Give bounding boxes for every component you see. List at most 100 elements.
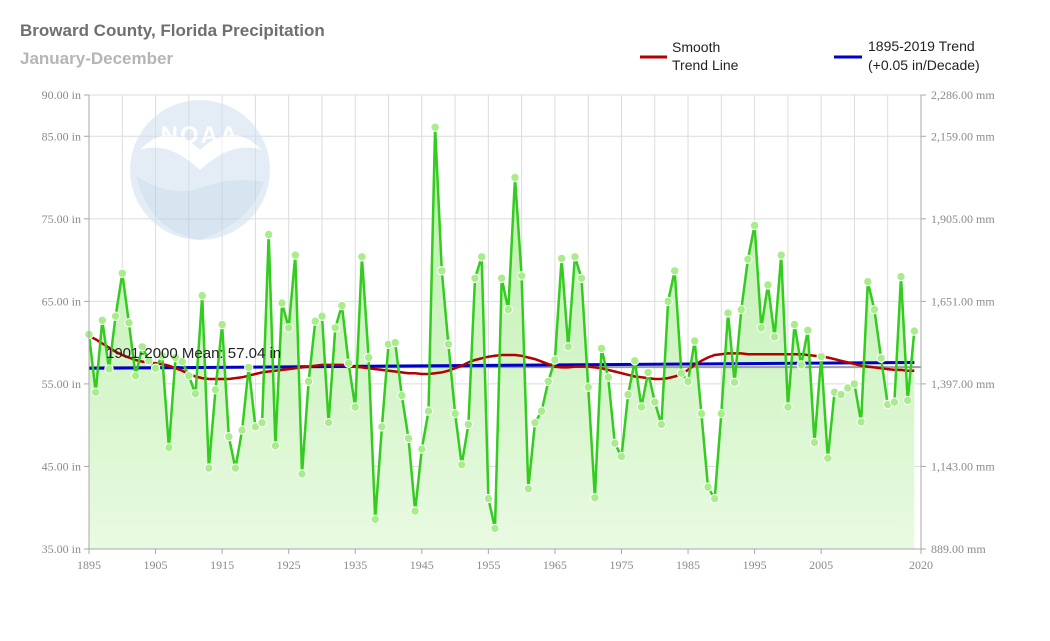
data-point-1938[interactable] — [370, 514, 380, 524]
data-point-1918[interactable] — [237, 425, 247, 435]
data-point-1976[interactable] — [623, 389, 633, 400]
data-point-2004[interactable] — [809, 437, 820, 448]
data-point-1967[interactable] — [563, 342, 573, 352]
data-point-1907[interactable] — [164, 442, 174, 453]
data-point-1974[interactable] — [610, 438, 620, 448]
data-point-1919[interactable] — [244, 362, 254, 373]
data-point-1972[interactable] — [596, 343, 607, 354]
data-point-1964[interactable] — [543, 376, 553, 387]
data-point-1912[interactable] — [197, 290, 207, 301]
data-point-1998[interactable] — [769, 332, 780, 342]
data-point-2008[interactable] — [836, 389, 846, 400]
data-point-1922[interactable] — [264, 229, 274, 240]
data-point-1990[interactable] — [716, 408, 726, 419]
data-point-1977[interactable] — [630, 356, 640, 366]
data-point-2011[interactable] — [856, 417, 866, 427]
data-point-1981[interactable] — [656, 419, 667, 430]
data-point-1991[interactable] — [723, 308, 733, 318]
data-point-1926[interactable] — [290, 250, 300, 260]
data-point-1900[interactable] — [117, 268, 128, 278]
data-point-2016[interactable] — [889, 397, 900, 407]
data-point-1951[interactable] — [457, 460, 467, 470]
data-point-1929[interactable] — [310, 316, 320, 326]
data-point-1978[interactable] — [636, 402, 647, 412]
data-point-1985[interactable] — [683, 376, 693, 387]
data-point-1957[interactable] — [497, 273, 507, 283]
data-point-1983[interactable] — [670, 266, 680, 276]
data-point-1936[interactable] — [357, 252, 367, 262]
data-point-2001[interactable] — [789, 319, 800, 330]
data-point-1903[interactable] — [137, 342, 147, 352]
data-point-1932[interactable] — [330, 323, 340, 333]
data-point-2009[interactable] — [843, 383, 853, 393]
data-point-1898[interactable] — [104, 364, 114, 374]
data-point-1943[interactable] — [403, 433, 414, 444]
data-point-2010[interactable] — [849, 379, 860, 389]
data-point-1969[interactable] — [576, 273, 587, 283]
data-point-1930[interactable] — [317, 311, 327, 321]
data-point-1989[interactable] — [710, 493, 720, 504]
data-point-2005[interactable] — [816, 352, 826, 362]
data-point-1923[interactable] — [270, 441, 281, 451]
data-point-1945[interactable] — [417, 444, 427, 454]
data-point-1935[interactable] — [350, 402, 360, 412]
data-point-1941[interactable] — [390, 337, 400, 348]
data-point-1995[interactable] — [749, 220, 760, 231]
data-point-1955[interactable] — [483, 493, 494, 504]
data-point-1911[interactable] — [190, 389, 201, 399]
data-point-1920[interactable] — [250, 422, 261, 432]
data-point-1904[interactable] — [144, 356, 154, 366]
data-point-2014[interactable] — [876, 353, 886, 363]
data-point-1915[interactable] — [217, 319, 227, 330]
data-point-1933[interactable] — [337, 300, 347, 311]
data-point-1905[interactable] — [150, 363, 161, 373]
data-point-1942[interactable] — [397, 390, 407, 401]
data-point-2017[interactable] — [896, 271, 906, 282]
data-point-1979[interactable] — [643, 367, 653, 378]
data-point-1959[interactable] — [510, 172, 520, 183]
data-point-1992[interactable] — [729, 377, 740, 387]
data-point-1914[interactable] — [210, 385, 221, 395]
data-point-1980[interactable] — [650, 397, 660, 407]
data-point-1999[interactable] — [776, 250, 786, 260]
data-point-2019[interactable] — [909, 326, 919, 336]
data-point-1952[interactable] — [463, 419, 474, 430]
data-point-1958[interactable] — [503, 304, 513, 315]
data-point-2006[interactable] — [823, 453, 833, 463]
data-point-1953[interactable] — [470, 273, 480, 283]
data-point-1897[interactable] — [97, 315, 108, 325]
data-point-2002[interactable] — [796, 360, 806, 370]
data-point-1947[interactable] — [430, 122, 440, 132]
data-point-1939[interactable] — [377, 422, 387, 432]
data-point-1949[interactable] — [443, 339, 454, 349]
data-point-1993[interactable] — [736, 304, 746, 315]
data-point-1963[interactable] — [536, 406, 547, 416]
data-point-1984[interactable] — [676, 368, 687, 378]
data-point-1944[interactable] — [410, 506, 420, 516]
data-point-1996[interactable] — [756, 323, 766, 333]
data-point-1961[interactable] — [523, 484, 533, 494]
data-point-1965[interactable] — [550, 355, 560, 365]
data-point-1925[interactable] — [284, 323, 294, 333]
data-point-1997[interactable] — [763, 280, 773, 290]
data-point-1950[interactable] — [450, 408, 460, 419]
data-point-1956[interactable] — [490, 523, 500, 534]
data-point-1924[interactable] — [277, 298, 287, 308]
data-point-1986[interactable] — [690, 336, 700, 346]
data-point-1971[interactable] — [590, 493, 600, 503]
data-point-1902[interactable] — [130, 371, 141, 381]
data-point-1960[interactable] — [516, 271, 527, 281]
data-point-1970[interactable] — [583, 382, 593, 392]
data-point-2000[interactable] — [783, 402, 793, 412]
data-point-1994[interactable] — [743, 254, 753, 264]
data-point-1921[interactable] — [257, 418, 267, 428]
data-point-1954[interactable] — [477, 252, 487, 262]
data-point-1908[interactable] — [170, 352, 181, 363]
data-point-1937[interactable] — [363, 352, 374, 363]
data-point-1927[interactable] — [297, 469, 307, 479]
data-point-1987[interactable] — [696, 408, 707, 419]
data-point-1913[interactable] — [204, 463, 214, 473]
data-point-2003[interactable] — [803, 325, 813, 335]
data-point-1896[interactable] — [91, 387, 101, 397]
data-point-1962[interactable] — [530, 418, 540, 428]
